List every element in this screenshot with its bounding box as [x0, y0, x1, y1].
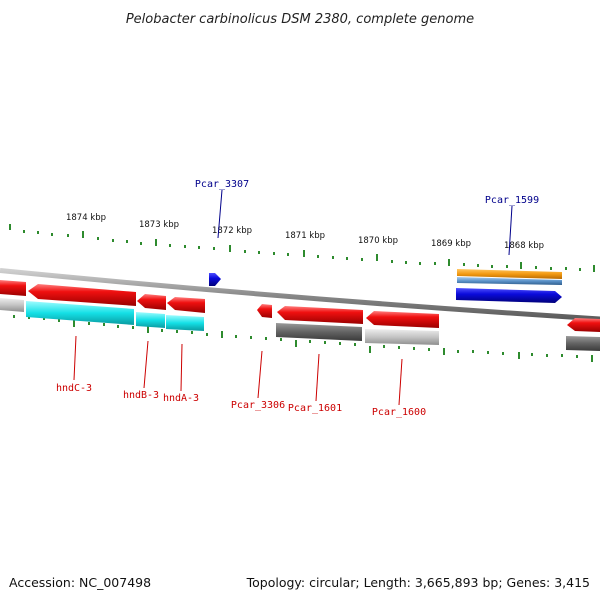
gene-Pcar_1601[interactable] — [277, 306, 363, 324]
leader-Pcar_3306 — [257, 350, 263, 399]
gene-Pcar_1600[interactable] — [366, 311, 439, 328]
gene-Pcar_1599-homolog-orange[interactable] — [457, 269, 562, 279]
gene-hndC-3-homolog[interactable] — [26, 301, 134, 325]
tick-label-1868: 1868 kbp — [504, 241, 544, 251]
leader-hndB-3 — [143, 340, 149, 389]
leader-Pcar_1601 — [315, 353, 320, 402]
gene-partial-left-gray[interactable] — [0, 298, 24, 312]
gene-partial-left[interactable] — [0, 280, 26, 296]
label-Pcar_1601[interactable]: Pcar_1601 — [288, 403, 342, 414]
leader-Pcar_3307 — [217, 189, 223, 239]
leader-Pcar_1599 — [508, 205, 513, 256]
gene-Pcar_3306[interactable] — [257, 304, 272, 318]
gene-labels: hndC-3 hndB-3 hndA-3 Pcar_3306 Pcar_1601… — [56, 179, 539, 418]
tick-label-1871: 1871 kbp — [285, 231, 325, 241]
gene-Pcar_1600-homolog[interactable] — [365, 329, 439, 345]
gene-Pcar_1599[interactable] — [456, 288, 562, 303]
label-hndA-3[interactable]: hndA-3 — [163, 393, 199, 404]
label-hndC-3[interactable]: hndC-3 — [56, 383, 92, 394]
gene-Pcar_3307[interactable] — [209, 273, 221, 286]
label-Pcar_1599[interactable]: Pcar_1599 — [485, 195, 539, 206]
tick-label-1870: 1870 kbp — [358, 236, 398, 246]
label-hndB-3[interactable]: hndB-3 — [123, 390, 159, 401]
label-Pcar_3307[interactable]: Pcar_3307 — [195, 179, 249, 190]
label-Pcar_3306[interactable]: Pcar_3306 — [231, 400, 285, 411]
genome-backbone — [0, 268, 600, 322]
map-title: Pelobacter carbinolicus DSM 2380, comple… — [126, 12, 474, 27]
accession-text: Accession: NC_007498 — [9, 575, 151, 590]
scale-labels: 1874 kbp 1873 kbp 1872 kbp 1871 kbp 1870… — [66, 213, 544, 251]
tick-label-1874: 1874 kbp — [66, 213, 106, 223]
tick-label-1872: 1872 kbp — [212, 226, 252, 236]
gene-partial-right-gray[interactable] — [566, 336, 600, 351]
tick-label-1873: 1873 kbp — [139, 220, 179, 230]
label-Pcar_1600[interactable]: Pcar_1600 — [372, 407, 426, 418]
upper-scale — [9, 224, 595, 272]
genome-summary-text: Topology: circular; Length: 3,665,893 bp… — [246, 575, 590, 590]
gene-Pcar_1599-homolog-steel[interactable] — [457, 277, 562, 285]
gene-tracks — [0, 269, 600, 351]
gene-partial-right[interactable] — [567, 318, 600, 332]
gene-hndB-3-homolog[interactable] — [136, 312, 165, 328]
leader-hndC-3 — [73, 335, 77, 381]
tick-label-1869: 1869 kbp — [431, 239, 471, 249]
gene-hndC-3[interactable] — [28, 284, 136, 306]
gene-hndA-3-homolog[interactable] — [166, 315, 204, 331]
gene-hndB-3[interactable] — [137, 294, 166, 310]
gene-hndA-3[interactable] — [167, 297, 205, 313]
leader-hndA-3 — [180, 343, 183, 392]
lower-scale — [13, 315, 593, 362]
gene-Pcar_1601-homolog[interactable] — [276, 323, 362, 341]
leader-Pcar_1600 — [398, 358, 403, 406]
label-leaders — [73, 189, 513, 406]
